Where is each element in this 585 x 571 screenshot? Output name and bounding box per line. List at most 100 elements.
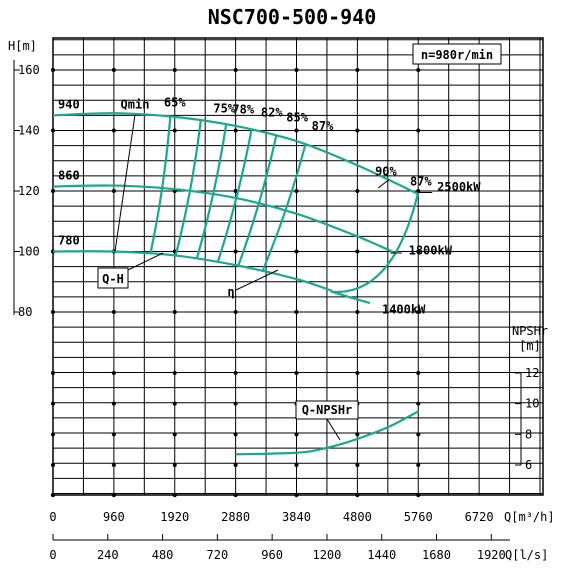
efficiency-label: 90% xyxy=(375,164,397,178)
efficiency-label: 85% xyxy=(286,110,308,124)
head-axis-label: H[m] xyxy=(8,39,37,53)
qh-leader xyxy=(127,252,164,271)
npsh-tick-label: 12 xyxy=(525,366,539,380)
chart-title: NSC700-500-940 xyxy=(208,5,377,29)
grid-dot xyxy=(50,492,56,498)
grid-dot xyxy=(355,432,360,437)
efficiency-line xyxy=(174,120,202,256)
head-curve xyxy=(52,112,419,196)
x-tick-label-m3h: 2880 xyxy=(221,510,250,524)
grid-dot xyxy=(355,492,360,498)
grid-dot xyxy=(172,68,177,72)
grid-dot xyxy=(416,189,421,193)
grid-dot xyxy=(111,189,116,193)
curves xyxy=(52,112,419,456)
grid-dot xyxy=(172,310,177,314)
efficiency-label: 78% xyxy=(232,103,254,117)
head-tick-label: 140 xyxy=(18,124,40,138)
npshr-leader xyxy=(326,418,341,441)
grid-dot xyxy=(416,249,421,254)
grid-dot xyxy=(416,463,421,467)
x-tick-label-ls: 0 xyxy=(49,548,56,562)
grid-dot xyxy=(172,371,177,375)
npsh-axis-unit: [m] xyxy=(519,339,541,353)
x-tick-label-m3h: 4800 xyxy=(343,510,372,524)
x-tick-label-ls: 960 xyxy=(261,548,283,562)
grid-dot xyxy=(416,432,421,437)
x-axis-label-m3h: Q[m³/h] xyxy=(504,510,555,524)
grid-dot xyxy=(294,249,299,254)
efficiency-label: 82% xyxy=(261,106,283,120)
grid xyxy=(13,37,544,541)
grid-dot xyxy=(111,371,116,375)
grid-dot xyxy=(51,401,55,406)
efficiency-label: 75% xyxy=(213,101,235,115)
npsh-tick-label: 8 xyxy=(525,427,532,441)
eta-label: η xyxy=(227,285,234,299)
x-tick-label-ls: 240 xyxy=(97,548,119,562)
efficiency-loop xyxy=(330,194,419,293)
x-tick-label-ls: 1440 xyxy=(367,548,396,562)
npsh-tick-label: 10 xyxy=(525,397,539,411)
npshr-curve xyxy=(235,410,419,456)
x-tick-label-ls: 1680 xyxy=(422,548,451,562)
x-tick-label-m3h: 0 xyxy=(49,510,56,524)
grid-dot xyxy=(294,492,299,498)
grid-dot xyxy=(294,189,299,193)
power-curve-tail xyxy=(331,290,371,304)
grid-dot xyxy=(355,463,360,467)
head-curve xyxy=(52,250,333,292)
grid-dot xyxy=(355,371,360,375)
head-tick-label: 80 xyxy=(18,305,32,319)
grid-dot xyxy=(111,310,116,314)
grid-dot xyxy=(51,189,55,193)
grid-dot xyxy=(233,249,238,254)
grid-dot xyxy=(233,401,238,406)
grid-dot xyxy=(51,432,55,437)
grid-dot xyxy=(233,463,238,467)
grid-dot xyxy=(111,463,116,467)
x-tick-label-ls: 1200 xyxy=(312,548,341,562)
head-tick-label: 120 xyxy=(18,184,40,198)
grid-dot xyxy=(416,310,421,314)
qmin-leader xyxy=(114,114,136,252)
grid-dot xyxy=(416,68,421,72)
efficiency-label: 87% xyxy=(410,175,432,189)
grid-dot xyxy=(233,189,238,193)
grid-dot xyxy=(416,128,421,133)
x-tick-label-m3h: 960 xyxy=(103,510,125,524)
grid-dot xyxy=(111,432,116,437)
grid-dot xyxy=(416,492,421,498)
efficiency-line xyxy=(216,129,253,263)
efficiency-label: 87% xyxy=(312,119,334,133)
grid-dot xyxy=(294,68,299,72)
grid-dot xyxy=(51,463,55,467)
x-tick-label-ls: 1920 xyxy=(477,548,506,562)
grid-dot xyxy=(233,492,238,498)
eta-leader xyxy=(235,269,279,291)
npsh-tick-label: 6 xyxy=(525,458,532,472)
grid-dot xyxy=(294,371,299,375)
grid-dot xyxy=(51,371,55,375)
x-tick-label-m3h: 6720 xyxy=(465,510,494,524)
grid-dot xyxy=(111,68,116,72)
grid-dot xyxy=(355,128,360,133)
speed-box xyxy=(412,43,502,65)
head-tick-label: 160 xyxy=(18,63,40,77)
grid-dot xyxy=(172,463,177,467)
x-tick-label-ls: 480 xyxy=(152,548,174,562)
efficiency-line xyxy=(237,135,278,267)
grid-dot xyxy=(111,401,116,406)
grid-dot xyxy=(111,128,116,133)
grid-dot xyxy=(111,492,117,498)
power-label: 1800kW xyxy=(409,244,453,258)
head-curve-label: 860 xyxy=(58,168,80,182)
grid-dot xyxy=(416,371,421,375)
npsh-axis-label: NPSHr xyxy=(512,324,548,338)
grid-dot xyxy=(355,249,360,254)
grid-dot xyxy=(355,189,360,193)
power-label: 2500kW xyxy=(437,180,481,194)
